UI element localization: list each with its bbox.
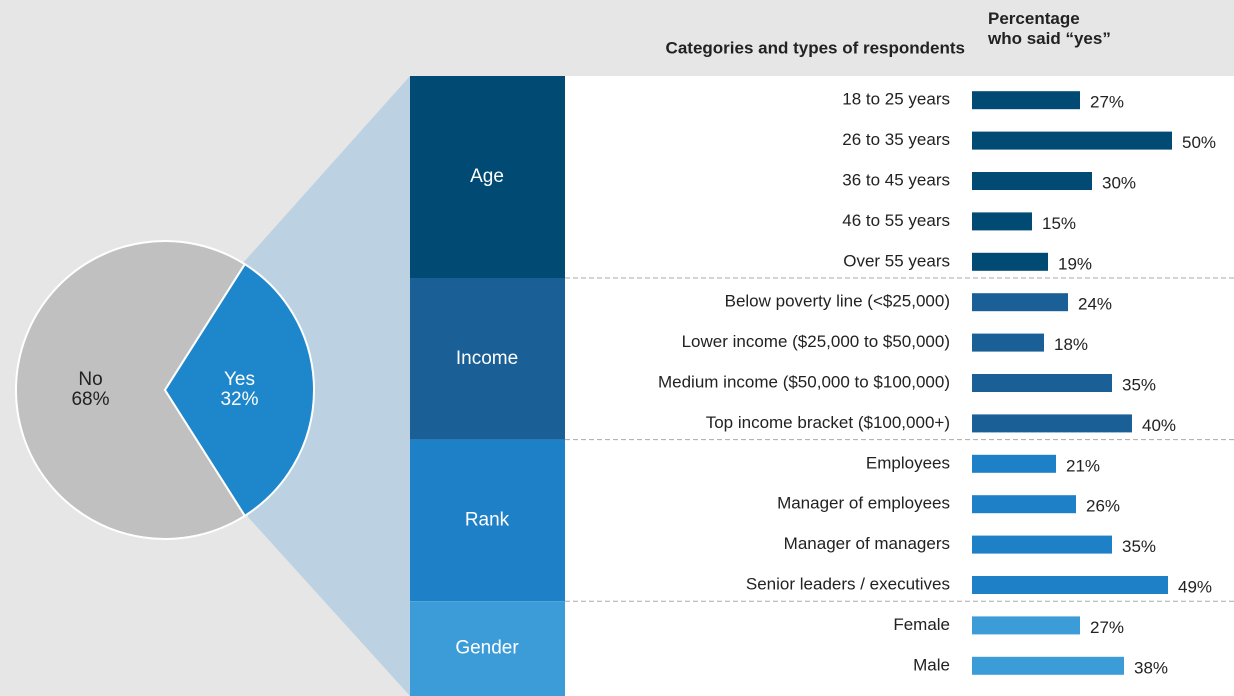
category-header: Categories and types of respondents [666, 38, 965, 57]
bar [972, 374, 1112, 392]
category-label: Top income bracket ($100,000+) [706, 413, 950, 432]
category-label: Over 55 years [843, 251, 950, 270]
slice-label: Yes [224, 369, 255, 390]
value-label: 38% [1134, 658, 1168, 677]
category-label: Medium income ($50,000 to $100,000) [658, 372, 950, 391]
group-block [410, 601, 565, 696]
value-label: 21% [1066, 456, 1100, 475]
value-label: 35% [1122, 537, 1156, 556]
value-label: 19% [1058, 254, 1092, 273]
bar [972, 172, 1092, 190]
category-label: Employees [866, 453, 950, 472]
category-label: Manager of managers [784, 534, 950, 553]
pie-slice [15, 240, 247, 540]
category-label: 26 to 35 years [842, 130, 950, 149]
value-label: 26% [1086, 497, 1120, 516]
bar [972, 656, 1124, 675]
group-label: Rank [465, 509, 510, 530]
bar [972, 333, 1044, 352]
bar [972, 576, 1168, 594]
value-label: 18% [1054, 335, 1088, 354]
category-label: Male [913, 655, 950, 674]
value-header: Percentage who said “yes” [987, 9, 1111, 48]
category-label: Female [893, 615, 950, 634]
group-label: Age [470, 166, 504, 187]
group-block [410, 278, 565, 440]
bar [972, 454, 1056, 473]
bar [972, 252, 1048, 271]
value-label: 27% [1090, 93, 1124, 112]
bar [972, 293, 1068, 312]
value-label: 24% [1078, 295, 1112, 314]
bar [972, 414, 1132, 433]
bar [972, 616, 1080, 635]
category-label: 46 to 55 years [842, 211, 950, 230]
bar [972, 91, 1080, 110]
group-block [410, 439, 565, 602]
value-label: 27% [1090, 618, 1124, 637]
bar [972, 535, 1112, 554]
category-label: Senior leaders / executives [746, 574, 950, 593]
group-label: Gender [455, 638, 519, 659]
bar [972, 495, 1076, 514]
bar [972, 212, 1032, 231]
value-label: 35% [1122, 375, 1156, 394]
slice-label: No [78, 369, 102, 390]
value-label: 49% [1178, 577, 1212, 596]
value-label: 40% [1142, 416, 1176, 435]
category-label: Manager of employees [777, 494, 950, 513]
group-label: Income [456, 348, 518, 369]
slice-value: 32% [220, 389, 258, 410]
category-label: Lower income ($25,000 to $50,000) [682, 332, 950, 351]
value-label: 30% [1102, 173, 1136, 192]
category-label: 18 to 25 years [842, 90, 950, 109]
pie-slice [163, 262, 315, 518]
category-label: Below poverty line (<$25,000) [725, 292, 950, 311]
category-label: 36 to 45 years [842, 170, 950, 189]
bar [972, 131, 1172, 150]
value-label: 50% [1182, 133, 1216, 152]
connector [242, 76, 410, 696]
value-label: 15% [1042, 214, 1076, 233]
slice-value: 68% [71, 389, 109, 410]
group-block [410, 76, 565, 278]
